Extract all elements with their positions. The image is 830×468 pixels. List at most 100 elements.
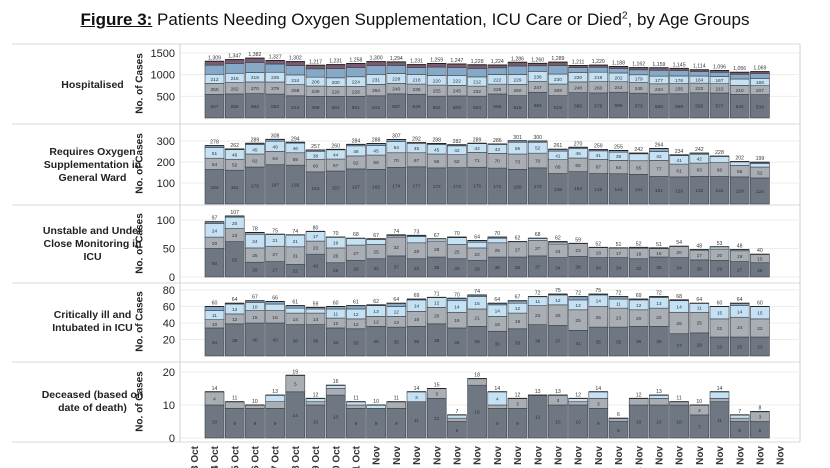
segment-label: 10 [252,305,258,311]
total-label: 67 [434,233,440,239]
total-label: 10 [252,399,258,405]
y-tick-label: 10 [163,400,175,412]
bar-segment [204,64,225,75]
total-label: 71 [434,291,440,297]
segment-label: 573 [635,104,643,110]
segment-label: 71 [474,158,480,164]
segment-label: 40 [313,264,319,270]
total-label: 64 [494,297,500,303]
bar: 37 27 68 [527,232,548,278]
segment-label: 48 [272,144,278,150]
y-tick-label: 300 [157,136,175,148]
footnote-marker: 2 [621,10,628,22]
segment-label: 12 [575,303,581,309]
x-tick-label: 15 Nov [655,446,666,468]
bar: 172 70 52 300 [527,135,548,205]
row-label-hospitalised: Hospitalised [61,78,124,91]
segment-label: 167 [715,78,723,84]
total-label: 199 [756,156,765,162]
x-tick-label: 16 Nov [675,446,686,468]
bar: 38 14 59 [305,301,326,357]
segment-label: 165 [372,185,380,191]
segment-label: 10 [676,420,682,426]
total-label: 1,224 [491,59,504,65]
total-label: 78 [252,227,258,233]
segment-label: 18 [636,252,642,258]
bar-segment [548,61,568,66]
bar-segment [568,401,588,406]
segment-label: 10 [555,420,561,426]
bar-segment [386,401,407,409]
segment-label: 172 [433,184,441,190]
segment-label: 12 [333,321,339,327]
segment-label: 11 [212,313,217,319]
segment-label: 50 [212,261,218,267]
segment-label: 222 [695,86,703,92]
segment-label: 65 [636,166,642,172]
bar: 50 20 24 97 [204,216,225,278]
segment-label: 32 [394,245,400,251]
segment-label: 224 [291,78,299,84]
bar: 145 66 41 261 [548,143,568,205]
total-label: 70 [333,231,339,237]
segment-label: 55 [737,169,743,175]
bar-segment [224,63,245,74]
total-label: 72 [616,291,622,297]
segment-label: 594 [534,103,542,109]
segment-label: 27 [272,252,278,258]
bar: 171 70 43 286 [487,138,508,205]
x-tick-label: 18 Nov [715,446,726,468]
bar: 555 226 222 1,224 [487,59,508,119]
bar: 36 23 59 [568,237,588,278]
segment-label: 62 [252,159,258,165]
bar: 35 25 14 75 [588,288,609,357]
segment-label: 20 [717,253,723,259]
bar: 164 54 51 278 [204,140,225,205]
total-label: 68 [676,294,682,300]
segment-label: 4 [213,396,216,402]
bar: 154 65 46 270 [568,141,588,205]
segment-label: 18 [495,322,501,328]
total-label: 69 [636,293,642,299]
segment-label: 16 [474,410,480,416]
segment-label: 11 [333,312,338,318]
segment-label: 17 [616,251,622,257]
bar: 129 55 202 [729,156,750,205]
segment-label: 25 [575,318,581,324]
bar: 10 3 13 [548,389,568,439]
segment-label: 22 [717,326,723,332]
segment-label: 73 [515,160,521,166]
segment-label: 202 [614,75,622,81]
bar-segment [204,306,225,311]
segment-label: 14 [737,309,743,315]
segment-label: 29 [353,267,359,273]
segment-label: 29 [474,267,480,273]
total-label: 7 [455,409,458,415]
total-label: 75 [272,228,278,234]
bar: 187 64 48 308 [265,133,285,205]
segment-label: 45 [252,147,258,153]
bar: 40 23 17 80 [305,225,326,278]
bar: 512 258 224 1,302 [285,56,306,119]
segment-label: 11 [616,302,621,308]
segment-label: 547 [210,104,218,110]
bar: 14 5 19 [285,369,306,439]
total-label: 72 [575,291,581,297]
bar: 544 210 1,056 [729,66,750,119]
total-label: 8 [758,406,761,412]
segment-label: 19 [333,241,339,247]
bar-segment [487,404,508,409]
segment-label: 9 [355,421,358,427]
segment-label: 42 [697,157,703,163]
segment-label: 11 [535,299,540,305]
segment-label: 131 [655,188,663,194]
total-label: 288 [372,138,381,144]
bar: 141 65 242 [628,147,649,205]
total-label: 40 [757,248,763,254]
bar: 595 242 202 1,188 [608,61,629,119]
segment-label: 5 [617,428,620,434]
bar-segment [346,67,366,78]
segment-label: 23 [757,345,763,351]
y-tick-label: 80 [163,285,175,297]
segment-label: 21 [474,316,480,322]
